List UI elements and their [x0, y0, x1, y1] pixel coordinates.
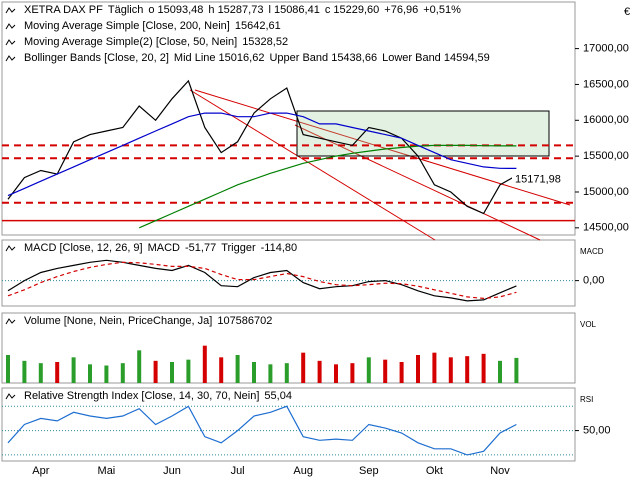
volume-bar	[88, 364, 92, 383]
x-tick-label: Jun	[163, 465, 181, 477]
volume-bar	[416, 355, 420, 383]
y-tick-label: 15000,00	[583, 186, 629, 198]
axis-label: RSI	[580, 395, 593, 404]
y-tick-label: 16500,00	[583, 78, 629, 90]
volume-bar	[465, 356, 470, 383]
header-icon	[5, 7, 16, 14]
header-text: -114,80	[261, 242, 298, 254]
currency: €	[624, 6, 630, 18]
series-line	[7, 79, 517, 215]
header-text: Mid Line 15016,62	[174, 52, 265, 64]
volume-bar	[284, 363, 289, 383]
volume-bar	[120, 363, 125, 383]
volume-bar	[301, 352, 306, 383]
header-text: h 15287,73	[208, 4, 263, 16]
volume-bar	[268, 364, 273, 383]
y-tick-label: 16000,00	[583, 114, 629, 126]
x-tick-label: Aug	[293, 465, 313, 477]
header-text: o 15093,48	[148, 4, 203, 16]
volume-bar	[432, 352, 437, 383]
header-icon	[5, 39, 16, 46]
last-price-box	[512, 172, 562, 187]
header-text: XETRA DAX PF	[24, 4, 103, 16]
header-icon	[5, 318, 16, 325]
volume-bar	[104, 365, 109, 383]
volume-bar	[481, 353, 486, 383]
rsi-panel	[1, 387, 576, 462]
volume-bar	[186, 359, 191, 383]
header-text: 55,04	[264, 390, 292, 402]
volume-bar	[55, 362, 60, 383]
header-text: +76,96	[384, 4, 418, 16]
price-panel	[1, 1, 576, 236]
header-text: Upper Band 15438,66	[269, 52, 377, 64]
header-text: -51,77	[185, 242, 216, 254]
header-text: l 15086,41	[268, 4, 319, 16]
x-tick-label: Jul	[231, 465, 245, 477]
header-text: 15328,52	[242, 36, 288, 48]
volume-bar	[366, 357, 371, 383]
volume-bar	[38, 363, 43, 383]
header-text: Moving Average Simple(2) [Close, 50, Nei…	[24, 36, 237, 48]
x-tick-label: Apr	[32, 465, 49, 477]
y-tick-label: 0,00	[583, 275, 604, 287]
header-text: MACD [Close, 12, 26, 9]	[24, 242, 143, 254]
axis-label: VOL	[580, 320, 597, 329]
x-tick-label: Mai	[98, 465, 116, 477]
volume-bar	[202, 345, 207, 383]
volume-bar	[170, 362, 174, 383]
range-box	[296, 110, 550, 157]
volume-bar	[448, 357, 453, 383]
y-tick-label: 50,00	[583, 424, 611, 436]
volume-bar	[334, 364, 338, 383]
volume-bar	[514, 357, 519, 383]
y-tick-label: 15500,00	[583, 150, 629, 162]
macd-panel	[1, 239, 576, 307]
header-icon	[5, 393, 16, 400]
header-text: Bollinger Bands [Close, 20, 2]	[24, 52, 169, 64]
volume-bar	[399, 362, 404, 383]
header-text: +0,51%	[423, 4, 461, 16]
y-tick-label: 14500,00	[583, 222, 629, 234]
series-line	[7, 112, 517, 197]
header-text: MACD	[148, 242, 180, 254]
volume-bar	[498, 360, 502, 383]
header-text: c 15229,60	[325, 4, 379, 16]
axis-label: MACD	[580, 247, 604, 256]
x-tick-label: Nov	[490, 465, 510, 477]
series-line	[7, 261, 517, 300]
header-text: Lower Band 14594,59	[382, 52, 490, 64]
header-text: Moving Average Simple [Close, 200, Nein]	[24, 20, 230, 32]
header-text: Trigger	[221, 242, 256, 254]
y-tick-label: 17000,00	[583, 43, 629, 55]
header-text: 15642,61	[235, 20, 281, 32]
header-text: Relative Strength Index [Close, 14, 30, …	[24, 390, 259, 402]
volume-bar	[317, 360, 322, 383]
volume-bar	[22, 360, 27, 383]
series-line	[7, 259, 517, 302]
volume-bar	[71, 357, 76, 383]
x-tick-label: Sep	[359, 465, 379, 477]
header-text: Volume [None, Nein, PriceChange, Ja]	[24, 315, 212, 327]
volume-bar	[252, 362, 256, 383]
volume-bar	[153, 360, 158, 383]
volume-bar	[219, 357, 224, 383]
header-text: Täglich	[108, 4, 143, 16]
trend-channel-upper	[194, 89, 571, 206]
header-icon	[5, 245, 16, 252]
header-text: 107586702	[217, 315, 272, 327]
series-line	[7, 405, 517, 456]
volume-bar	[383, 359, 388, 383]
volume-bar	[137, 350, 142, 383]
volume-bar	[350, 363, 355, 383]
volume-bar	[6, 355, 10, 383]
header-icon	[5, 55, 16, 62]
last-price-label: 15171,98	[515, 174, 561, 186]
volume-bar	[235, 355, 240, 383]
header-icon	[5, 23, 16, 30]
series-line	[138, 144, 517, 229]
x-tick-label: Okt	[426, 465, 443, 477]
